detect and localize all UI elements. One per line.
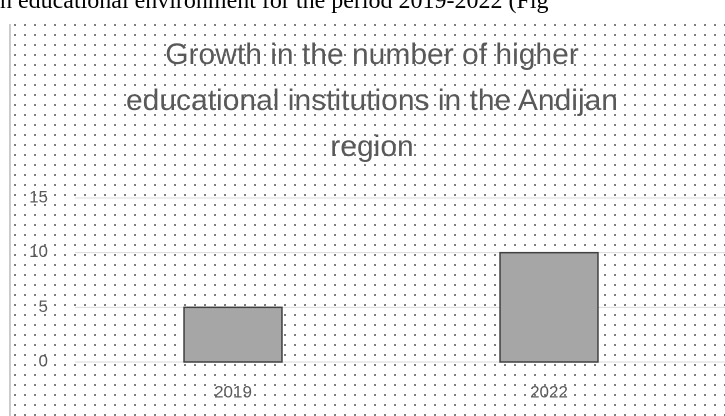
y-tick-label: 10: [29, 242, 48, 261]
y-tick-label: 15: [29, 187, 48, 206]
y-tick-label: 0: [39, 351, 48, 370]
bar: [183, 306, 283, 363]
x-tick-label: 2019: [214, 382, 252, 401]
chart-title: Growth in the number of higher education…: [125, 38, 618, 163]
chart-background: [10, 24, 725, 416]
x-tick-label: 2022: [530, 382, 568, 401]
caption: h educational environment for the period…: [0, 0, 549, 14]
bar: [499, 251, 599, 363]
y-tick-label: 5: [39, 297, 48, 316]
